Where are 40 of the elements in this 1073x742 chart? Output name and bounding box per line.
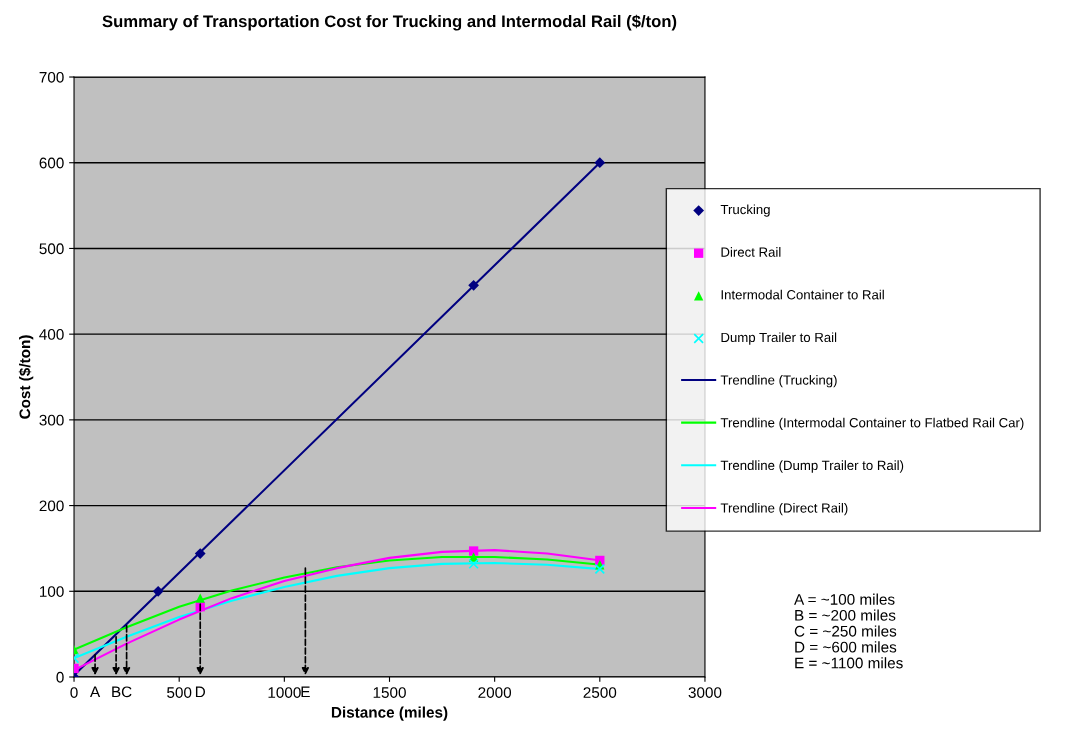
point <box>468 558 479 570</box>
annotation: D <box>195 686 206 698</box>
x-tick-label: 2000 <box>478 687 512 698</box>
point <box>194 548 206 559</box>
legend-label: Intermodal Container to Rail <box>721 289 884 300</box>
point <box>195 593 205 603</box>
y-axis-title: Cost ($/ton) <box>18 335 34 419</box>
x-axis-title: Distance (miles) <box>331 706 448 721</box>
point <box>468 546 479 556</box>
x-tick-label: 1500 <box>373 687 406 698</box>
point <box>152 585 164 597</box>
x-tick-label: 3000 <box>688 687 722 698</box>
chart-title: Summary of Transportation Cost for Trucking and Intermodal Rail ($/ton) <box>102 14 677 31</box>
legend-label: Trendline (Trucking) <box>720 375 837 388</box>
legend-label: Trendline (Intermodal Container to Flatbed Rail Car) <box>720 417 1024 430</box>
y-tick-label: 400 <box>39 329 64 340</box>
annotation: B <box>112 686 121 698</box>
x-tick-label: 2500 <box>583 687 617 698</box>
text: A = ~100 miles B = ~200 miles C = ~250 miles D = ~600 miles E = ~1100 miles <box>794 593 903 669</box>
annotation: C <box>121 686 132 698</box>
y-tick-label: 100 <box>39 586 64 597</box>
y-tick-label: 0 <box>56 671 64 683</box>
legend-label: Dump Trailer to Rail <box>721 332 837 345</box>
annotation: A <box>90 686 101 698</box>
annotation: E <box>301 686 310 698</box>
legend-label: Direct Rail <box>721 247 781 257</box>
point <box>468 279 479 291</box>
legend-label: Trucking <box>720 204 770 217</box>
y-tick-label: 600 <box>39 157 64 169</box>
point <box>594 157 606 169</box>
x-tick-label: 0 <box>70 687 78 698</box>
x-tick-label: 500 <box>167 687 192 698</box>
x-tick-label: 1000 <box>268 687 301 698</box>
y-tick-label: 300 <box>39 414 64 426</box>
point <box>594 563 606 575</box>
legend-label: Trendline (Dump Trailer to Rail) <box>720 460 904 473</box>
legend-label: Trendline (Direct Rail) <box>720 502 848 516</box>
y-tick-label: 200 <box>39 500 64 512</box>
y-tick-label: 500 <box>39 243 64 255</box>
y-tick-label: 700 <box>39 71 64 83</box>
